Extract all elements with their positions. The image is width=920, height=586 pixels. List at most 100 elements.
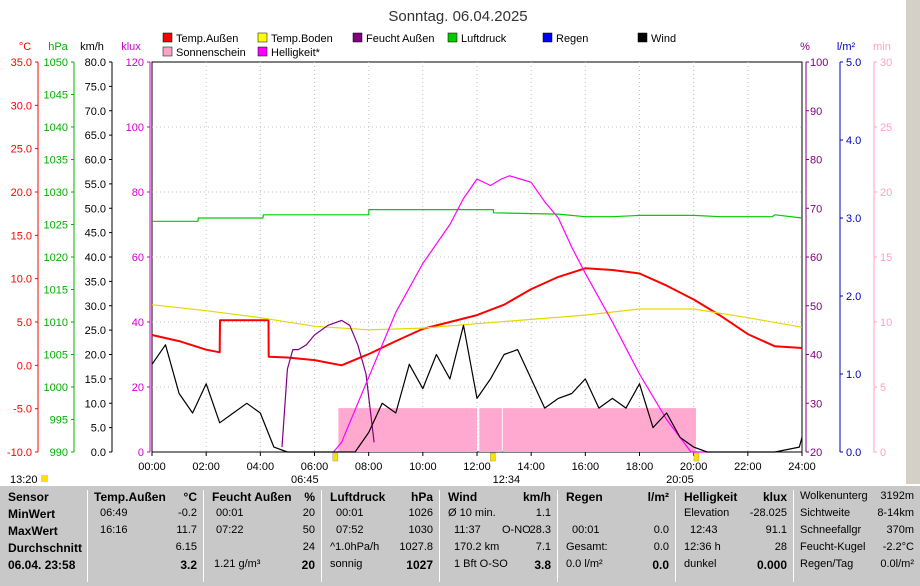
left-axis-tick-label: 25.0	[11, 144, 32, 156]
left-axis-unit: klux	[121, 41, 141, 53]
rain-section: Regen l/m² 00:01 0.0 Gesamt: 0.0 0.0 l/m² 0.…	[558, 490, 676, 582]
legend-label: Regen	[556, 33, 588, 45]
x-axis-tick-label: 08:00	[355, 461, 383, 473]
right-axis-tick-label: 10	[880, 317, 892, 329]
temp-avg-value: 6.15	[175, 541, 197, 553]
right-axis-tick-label: 30	[880, 57, 892, 69]
summary-panel: Sensor MinWert MaxWert Durchschnitt 06.0…	[0, 486, 920, 586]
left-axis-tick-label: 1045	[44, 90, 68, 102]
legend-label: Temp.Boden	[271, 33, 333, 45]
left-axis-tick-label: 5.0	[17, 317, 32, 329]
right-axis-tick-label: 0	[880, 447, 886, 459]
pressure-trend: ^1.0hPa/h	[330, 541, 380, 553]
pressure-section: Luftdruck hPa 00:01 1026 07:52 1030 ^1.0hPa…	[322, 490, 440, 582]
elevation-value: -28.025	[749, 507, 787, 519]
marker-left-dot	[41, 475, 48, 482]
wind-unit: km/h	[522, 490, 551, 504]
sunshine-bar	[479, 408, 502, 452]
right-axis-tick-label: 15	[880, 252, 892, 264]
visibility-value: 8-14km	[877, 507, 914, 519]
sensor-section: Sensor MinWert MaxWert Durchschnitt 06.0…	[4, 490, 88, 582]
series-line-tempboden	[151, 304, 803, 331]
pressure-header: Luftdruck	[330, 490, 386, 504]
marker-sunrise-flag	[332, 452, 339, 462]
temp-max-time: 16:16	[100, 524, 128, 536]
wind-avg-label: Ø 10 min.	[448, 507, 496, 519]
series-line-feuchtauen	[281, 319, 375, 448]
wind-header: Wind	[448, 490, 478, 504]
rain-per-day-value: 0.0l/m²	[880, 558, 914, 570]
left-axis-tick-label: 1040	[44, 122, 68, 134]
left-axis-tick-label: 25.0	[85, 325, 106, 337]
left-axis-tick-label: 5.0	[91, 423, 106, 435]
wetbulb-label: Feucht-Kugel	[800, 541, 866, 553]
humidity-avg-value: 24	[302, 541, 315, 553]
brightness-avg-value: 28	[774, 541, 787, 553]
left-axis-tick-label: 990	[50, 447, 68, 459]
wind-avg-value: 1.1	[535, 507, 551, 519]
left-axis-tick-label: 40	[132, 317, 144, 329]
right-axis-tick-label: 100	[810, 57, 828, 69]
legend-swatch	[637, 32, 648, 43]
humidity-section: Feucht Außen% 00:01 20 07:22 50 24 1.21 g/…	[204, 490, 322, 582]
right-axis-tick-label: 20	[810, 447, 822, 459]
series-line-tempauen	[151, 267, 803, 367]
x-axis-tick-label: 04:00	[247, 461, 275, 473]
humidity-max-value: 50	[302, 524, 315, 536]
left-axis-tick-label: -5.0	[13, 404, 32, 416]
rain-unit: l/m²	[647, 490, 669, 504]
cloud-base-value: 3192m	[880, 490, 914, 502]
rain-current: 0.0	[652, 558, 669, 572]
marker-sunset-flag	[693, 452, 700, 462]
pressure-max-time: 07:52	[336, 524, 364, 536]
left-axis-tick-label: 75.0	[85, 81, 106, 93]
legend-label: Sonnenschein	[176, 47, 246, 59]
x-axis-tick-label: 06:00	[301, 461, 329, 473]
rain-per-day-label: Regen/Tag	[800, 558, 854, 570]
right-axis-tick-label: 60	[810, 252, 822, 264]
wind-max-direction: O-NO	[502, 524, 531, 536]
right-axis-tick-label: 50	[810, 301, 822, 313]
left-axis-tick-label: 45.0	[85, 228, 106, 240]
axes: °C 35.0 30.0 25.0 20.0 15.0 10.0 5.0 0.0 -5.0 -10.…	[7, 41, 892, 473]
humidity-unit: %	[304, 490, 315, 504]
right-axis-tick-label: 2.0	[846, 291, 861, 303]
brightness-section: Helligkeit klux Elevation -28.025 12:43 91.…	[676, 490, 794, 582]
rain-max-time: 00:01	[572, 524, 600, 536]
legend-label: Wind	[651, 33, 676, 45]
daylight-hours: 12:36 h	[684, 541, 721, 553]
wind-beaufort: 1 Bft O-SO	[454, 558, 508, 570]
left-axis-tick-label: 20.0	[85, 350, 106, 362]
rain-header: Regen	[566, 490, 603, 504]
left-axis-tick-label: 1005	[44, 350, 68, 362]
extra-section: Wolkenunterg 3192m Sichtweite 8-14km Schne…	[794, 490, 918, 582]
humidity-absolute: 1.21 g/m³	[214, 558, 261, 570]
left-axis-tick-label: 120	[126, 57, 144, 69]
brightness-max-time: 12:43	[690, 524, 718, 536]
legend-label: Temp.Außen	[176, 33, 238, 45]
brightness-max-value: 91.1	[765, 524, 787, 536]
left-axis-tick-label: 15.0	[11, 230, 32, 242]
x-axis-tick-label: 24:00	[788, 461, 816, 473]
left-axis-tick-label: 30.0	[85, 301, 106, 313]
brightness-unit: klux	[762, 490, 787, 504]
left-axis-tick-label: 30.0	[11, 100, 32, 112]
brightness-current: 0.000	[756, 558, 787, 572]
right-scrollbar-strip	[906, 0, 920, 484]
snowline-value: 370m	[886, 524, 914, 536]
wind-max-value: 28.3	[529, 524, 551, 536]
legend: Temp.Außen Temp.Boden Feucht Außen Luftdruc…	[162, 32, 676, 59]
series-line-wind	[151, 324, 803, 453]
left-axis-tick-label: 1010	[44, 317, 68, 329]
left-axis-tick-label: 1050	[44, 57, 68, 69]
right-axis-tick-label: 0.0	[846, 447, 861, 459]
legend-swatch	[162, 32, 173, 43]
temp-min-time: 06:49	[100, 507, 128, 519]
left-axis-unit: km/h	[80, 41, 104, 53]
x-axis-tick-label: 18:00	[626, 461, 654, 473]
pressure-avg-value: 1027.8	[399, 541, 433, 553]
left-axis-tick-label: 0.0	[17, 360, 32, 372]
legend-swatch	[257, 32, 268, 43]
legend-label: Helligkeit*	[271, 47, 321, 59]
pressure-min-value: 1026	[408, 507, 433, 519]
